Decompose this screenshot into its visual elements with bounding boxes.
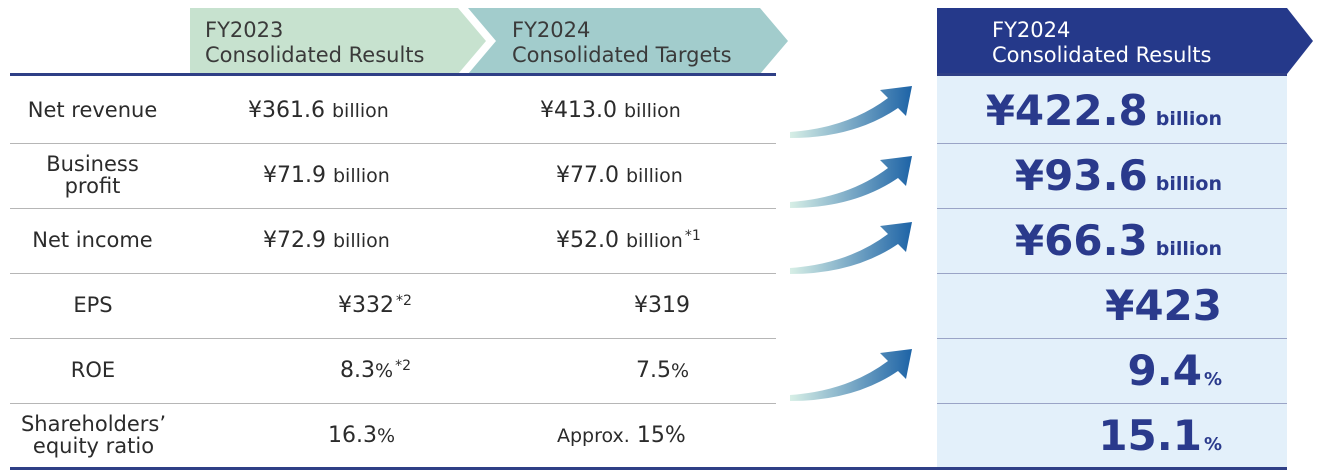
header-fy2024-results-year: FY2024 bbox=[992, 18, 1071, 42]
target-business-profit-unit: billion bbox=[625, 165, 683, 187]
fy2023-roe-footnote: *2 bbox=[395, 358, 411, 374]
target-net-revenue-value: ¥413.0 bbox=[540, 98, 617, 123]
header-fy2024-results-title: Consolidated Results bbox=[992, 43, 1212, 67]
fy2023-equity-ratio-unit: % bbox=[376, 425, 396, 447]
target-eps-value: ¥319 bbox=[634, 293, 690, 318]
row-label-roe: ROE bbox=[70, 358, 116, 382]
target-roe: 7.5% bbox=[636, 358, 689, 383]
target-roe-unit: % bbox=[671, 360, 690, 382]
row-label-business-profit-line2: profit bbox=[64, 174, 121, 198]
target-business-profit-value: ¥77.0 bbox=[556, 163, 619, 188]
result-eps-value: ¥423 bbox=[1105, 281, 1222, 330]
row-label-business-profit-line1: Business bbox=[46, 152, 139, 176]
result-net-revenue-value: ¥422.8 bbox=[985, 86, 1148, 135]
result-net-revenue: ¥422.8 billion bbox=[986, 86, 1222, 135]
header-fy2024-targets-year: FY2024 bbox=[512, 18, 591, 42]
fy2023-net-income: ¥72.9 billion bbox=[263, 228, 390, 253]
table-top-rule-right bbox=[937, 73, 1287, 76]
row-divider bbox=[937, 143, 1287, 144]
result-roe: 9.4% bbox=[1128, 346, 1222, 395]
fy2023-net-income-value: ¥72.9 bbox=[263, 228, 326, 253]
header-fy2023-title: Consolidated Results bbox=[205, 43, 425, 67]
row-divider bbox=[937, 273, 1287, 274]
fy2023-equity-ratio: 16.3% bbox=[328, 423, 395, 448]
header-fy2024-targets: FY2024 Consolidated Targets bbox=[468, 8, 788, 74]
result-business-profit-value: ¥93.6 bbox=[1014, 151, 1148, 200]
header-fy2024-results-chevron bbox=[937, 8, 1313, 74]
row-divider bbox=[10, 273, 776, 274]
growth-arrow-icon bbox=[790, 86, 912, 138]
fy2023-equity-ratio-value: 16.3 bbox=[328, 423, 377, 448]
header-fy2023-chevron bbox=[190, 8, 486, 74]
row-divider bbox=[937, 338, 1287, 339]
header-fy2024-targets-chevron bbox=[468, 8, 788, 74]
target-net-income: ¥52.0 billion *1 bbox=[556, 228, 701, 253]
row-divider bbox=[10, 338, 776, 339]
result-net-income: ¥66.3 billion bbox=[1015, 216, 1222, 265]
target-net-income-unit: billion bbox=[625, 230, 683, 252]
target-equity-ratio: Approx. 15% bbox=[557, 423, 686, 448]
target-equity-ratio-prefix: Approx. bbox=[557, 425, 630, 447]
growth-arrow-icon bbox=[790, 349, 912, 401]
header-fy2023-results: FY2023 Consolidated Results bbox=[190, 8, 490, 74]
result-business-profit-unit: billion bbox=[1155, 173, 1222, 195]
target-net-income-footnote: *1 bbox=[684, 228, 701, 244]
result-equity-ratio-unit: % bbox=[1203, 434, 1222, 455]
header-fy2024-results: FY2024 Consolidated Results bbox=[937, 8, 1317, 74]
row-label-equity-ratio: Shareholders’ equity ratio bbox=[6, 413, 181, 457]
row-label-equity-ratio-line1: Shareholders’ bbox=[20, 412, 167, 436]
result-eps: ¥423 bbox=[1105, 281, 1222, 330]
row-divider bbox=[10, 403, 776, 404]
target-equity-ratio-value: 15 bbox=[636, 423, 665, 448]
fy2023-eps-footnote: *2 bbox=[396, 293, 412, 309]
fy2023-roe: 8.3% *2 bbox=[340, 358, 411, 383]
result-net-income-unit: billion bbox=[1155, 238, 1222, 260]
header-fy2023-year: FY2023 bbox=[205, 18, 284, 42]
fy2023-roe-value: 8.3 bbox=[340, 358, 375, 383]
fy2023-net-revenue: ¥361.6 billion bbox=[248, 98, 389, 123]
table-bottom-rule bbox=[10, 467, 1287, 470]
fy2023-roe-unit: % bbox=[375, 360, 394, 382]
header-fy2024-targets-title: Consolidated Targets bbox=[512, 43, 732, 67]
target-equity-ratio-unit: % bbox=[664, 423, 686, 448]
row-label-business-profit: Business profit bbox=[10, 153, 175, 197]
target-eps: ¥319 bbox=[634, 293, 690, 318]
result-net-income-value: ¥66.3 bbox=[1014, 216, 1148, 265]
row-divider bbox=[937, 208, 1287, 209]
target-business-profit: ¥77.0 billion bbox=[556, 163, 683, 188]
row-label-net-income: Net income bbox=[32, 228, 153, 252]
target-roe-value: 7.5 bbox=[636, 358, 671, 383]
target-net-revenue-unit: billion bbox=[623, 100, 681, 122]
result-roe-unit: % bbox=[1203, 369, 1222, 390]
fy2023-net-income-unit: billion bbox=[332, 230, 390, 252]
growth-arrow-icon bbox=[790, 222, 912, 274]
row-divider bbox=[10, 143, 776, 144]
fy2023-business-profit: ¥71.9 billion bbox=[263, 163, 390, 188]
fy2023-eps-value: ¥332 bbox=[338, 293, 394, 318]
result-equity-ratio: 15.1% bbox=[1098, 411, 1222, 460]
result-net-revenue-unit: billion bbox=[1155, 108, 1222, 130]
fy2023-business-profit-unit: billion bbox=[332, 165, 390, 187]
fy2023-business-profit-value: ¥71.9 bbox=[263, 163, 326, 188]
result-roe-value: 9.4 bbox=[1127, 346, 1202, 395]
row-label-equity-ratio-line2: equity ratio bbox=[32, 434, 155, 458]
row-label-net-revenue: Net revenue bbox=[27, 98, 158, 122]
result-business-profit: ¥93.6 billion bbox=[1015, 151, 1222, 200]
growth-arrow-icon bbox=[790, 156, 912, 208]
fy2023-net-revenue-unit: billion bbox=[331, 100, 389, 122]
fy2023-net-revenue-value: ¥361.6 bbox=[248, 98, 325, 123]
table-top-rule-left bbox=[10, 73, 776, 76]
results-panel bbox=[937, 76, 1287, 467]
row-divider bbox=[937, 403, 1287, 404]
row-divider bbox=[10, 208, 776, 209]
row-label-eps: EPS bbox=[73, 293, 113, 317]
target-net-income-value: ¥52.0 bbox=[556, 228, 619, 253]
target-net-revenue: ¥413.0 billion bbox=[540, 98, 681, 123]
fy2023-eps: ¥332 *2 bbox=[338, 293, 412, 318]
result-equity-ratio-value: 15.1 bbox=[1098, 411, 1202, 460]
